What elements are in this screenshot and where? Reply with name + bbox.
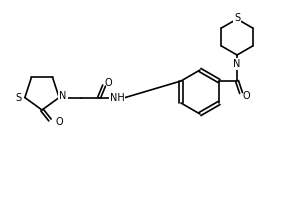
Text: S: S <box>234 13 240 23</box>
Text: N: N <box>233 59 241 69</box>
Text: O: O <box>242 91 250 101</box>
Text: NH: NH <box>110 93 124 103</box>
Text: S: S <box>16 93 22 103</box>
Text: O: O <box>104 78 112 88</box>
Text: O: O <box>55 117 63 127</box>
Text: N: N <box>59 91 67 101</box>
